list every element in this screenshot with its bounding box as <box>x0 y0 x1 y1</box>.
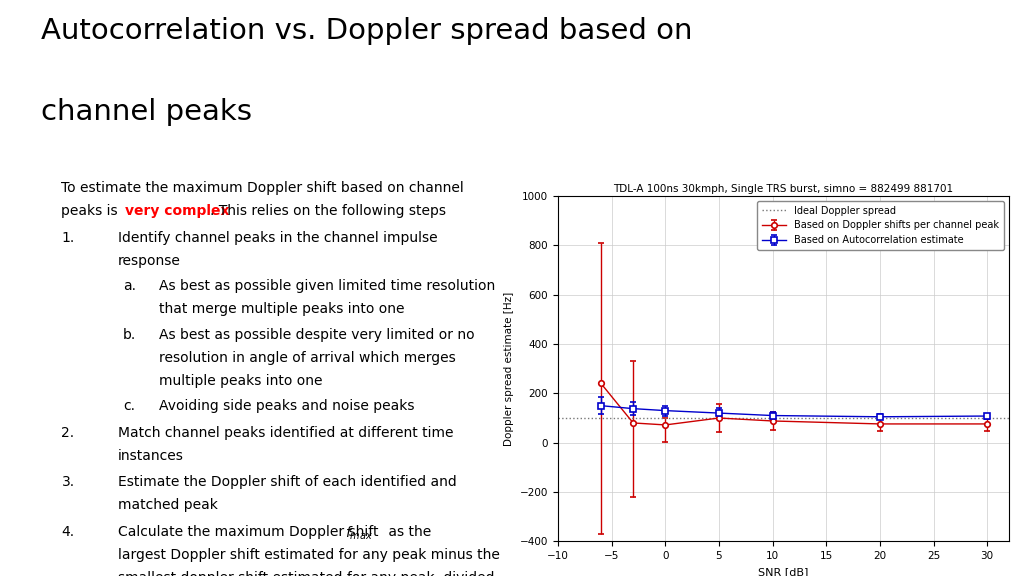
Text: a.: a. <box>123 279 136 293</box>
Ideal Doppler spread <box>659 415 672 422</box>
Text: 3.: 3. <box>61 475 75 489</box>
Text: 4.: 4. <box>61 525 75 539</box>
Y-axis label: Doppler spread estimate [Hz]: Doppler spread estimate [Hz] <box>505 291 514 446</box>
Text: Avoiding side peaks and noise peaks: Avoiding side peaks and noise peaks <box>159 399 415 413</box>
Text: c.: c. <box>123 399 135 413</box>
Text: 1.: 1. <box>61 231 75 245</box>
Text: $f_{max}$: $f_{max}$ <box>345 525 373 542</box>
Text: As best as possible given limited time resolution: As best as possible given limited time r… <box>159 279 495 293</box>
Text: peaks is: peaks is <box>61 204 123 218</box>
Text: b.: b. <box>123 328 136 342</box>
Text: Autocorrelation vs. Doppler spread based on: Autocorrelation vs. Doppler spread based… <box>41 17 692 46</box>
Text: Identify channel peaks in the channel impulse: Identify channel peaks in the channel im… <box>118 231 437 245</box>
Text: that merge multiple peaks into one: that merge multiple peaks into one <box>159 302 404 316</box>
Text: as the: as the <box>384 525 431 539</box>
Text: Match channel peaks identified at different time: Match channel peaks identified at differ… <box>118 426 454 439</box>
Text: matched peak: matched peak <box>118 498 218 512</box>
Text: instances: instances <box>118 449 183 463</box>
X-axis label: SNR [dB]: SNR [dB] <box>758 567 809 576</box>
Ideal Doppler spread <box>670 415 682 422</box>
Text: 2.: 2. <box>61 426 75 439</box>
Text: smallest doppler shift estimated for any peak, divided: smallest doppler shift estimated for any… <box>118 571 495 576</box>
Text: multiple peaks into one: multiple peaks into one <box>159 374 323 388</box>
Text: To estimate the maximum Doppler shift based on channel: To estimate the maximum Doppler shift ba… <box>61 181 464 195</box>
Legend: Ideal Doppler spread, Based on Doppler shifts per channel peak, Based on Autocor: Ideal Doppler spread, Based on Doppler s… <box>757 200 1004 250</box>
Title: TDL-A 100ns 30kmph, Single TRS burst, simno = 882499 881701: TDL-A 100ns 30kmph, Single TRS burst, si… <box>613 184 953 194</box>
Text: Calculate the maximum Doppler shift: Calculate the maximum Doppler shift <box>118 525 383 539</box>
Text: very complex: very complex <box>125 204 229 218</box>
Text: largest Doppler shift estimated for any peak minus the: largest Doppler shift estimated for any … <box>118 548 500 562</box>
Text: response: response <box>118 254 180 268</box>
Text: . This relies on the following steps: . This relies on the following steps <box>210 204 445 218</box>
Text: resolution in angle of arrival which merges: resolution in angle of arrival which mer… <box>159 351 456 365</box>
Text: channel peaks: channel peaks <box>41 98 252 126</box>
Text: As best as possible despite very limited or no: As best as possible despite very limited… <box>159 328 474 342</box>
Text: Estimate the Doppler shift of each identified and: Estimate the Doppler shift of each ident… <box>118 475 457 489</box>
